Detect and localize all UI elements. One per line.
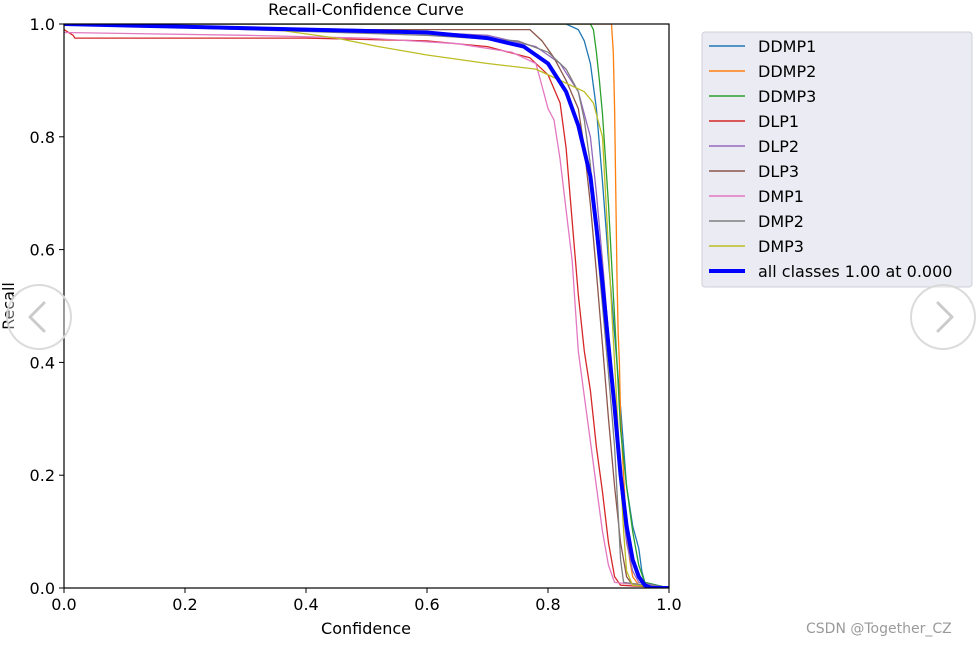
x-tick-label: 0.2 <box>172 595 197 614</box>
y-axis-ticks: 0.0 0.2 0.4 0.6 0.8 1.0 <box>30 15 64 598</box>
series-line-0 <box>64 24 669 588</box>
series-line-9 <box>64 24 669 588</box>
y-tick-label: 1.0 <box>30 15 55 34</box>
legend-label: DLP3 <box>758 162 799 181</box>
next-image-button[interactable] <box>910 284 976 350</box>
series-line-1 <box>64 24 669 588</box>
chart-title: Recall-Confidence Curve <box>268 0 464 19</box>
legend: DDMP1 DDMP2 DDMP3 DLP1 DLP2 DLP3 DMP1 DMP2 DMP3 a… <box>701 31 973 288</box>
legend-box <box>701 31 973 288</box>
x-tick-label: 0.0 <box>51 595 76 614</box>
watermark: CSDN @Together_CZ <box>806 621 952 637</box>
legend-label: DMP1 <box>758 187 804 206</box>
previous-image-button[interactable] <box>6 284 72 350</box>
series-layer <box>64 24 669 588</box>
legend-label: DDMP2 <box>758 62 816 81</box>
legend-label: DMP3 <box>758 237 804 256</box>
x-tick-label: 1.0 <box>656 595 681 614</box>
y-tick-label: 0.0 <box>30 579 55 598</box>
plot-area <box>64 24 669 588</box>
x-tick-label: 0.8 <box>535 595 560 614</box>
legend-label: DDMP1 <box>758 37 816 56</box>
y-tick-label: 0.2 <box>30 466 55 485</box>
legend-label: all classes 1.00 at 0.000 <box>758 262 952 281</box>
x-axis-label: Confidence <box>321 619 411 638</box>
series-line-5 <box>64 24 669 588</box>
y-tick-label: 0.6 <box>30 241 55 260</box>
series-line-2 <box>64 24 669 588</box>
legend-label: DDMP3 <box>758 87 816 106</box>
legend-label: DLP1 <box>758 112 799 131</box>
chevron-right-icon <box>936 301 954 333</box>
legend-label: DLP2 <box>758 137 799 156</box>
chevron-left-icon <box>28 301 46 333</box>
legend-label: DMP2 <box>758 212 804 231</box>
x-tick-label: 0.4 <box>293 595 318 614</box>
series-line-6 <box>64 31 669 588</box>
y-tick-label: 0.4 <box>30 353 55 372</box>
y-tick-label: 0.8 <box>30 128 55 147</box>
series-line-3 <box>64 29 669 588</box>
x-tick-label: 0.6 <box>414 595 439 614</box>
x-axis-ticks: 0.0 0.2 0.4 0.6 0.8 1.0 <box>51 588 682 614</box>
